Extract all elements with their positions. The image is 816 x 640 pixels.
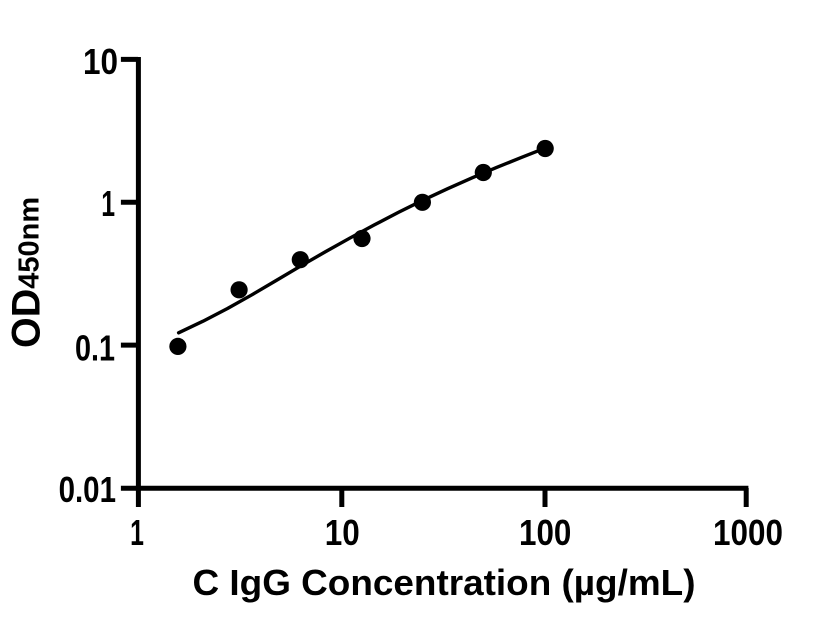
svg-text:10: 10 bbox=[325, 512, 360, 553]
svg-text:0.01: 0.01 bbox=[59, 469, 116, 510]
svg-text:1: 1 bbox=[101, 183, 115, 224]
svg-text:1: 1 bbox=[130, 512, 144, 553]
svg-text:10: 10 bbox=[83, 41, 118, 82]
svg-text:C IgG Concentration (µg/mL): C IgG Concentration (µg/mL) bbox=[193, 562, 696, 603]
svg-text:0.1: 0.1 bbox=[75, 327, 115, 368]
svg-text:1000: 1000 bbox=[713, 512, 783, 553]
svg-text:100: 100 bbox=[519, 512, 571, 553]
